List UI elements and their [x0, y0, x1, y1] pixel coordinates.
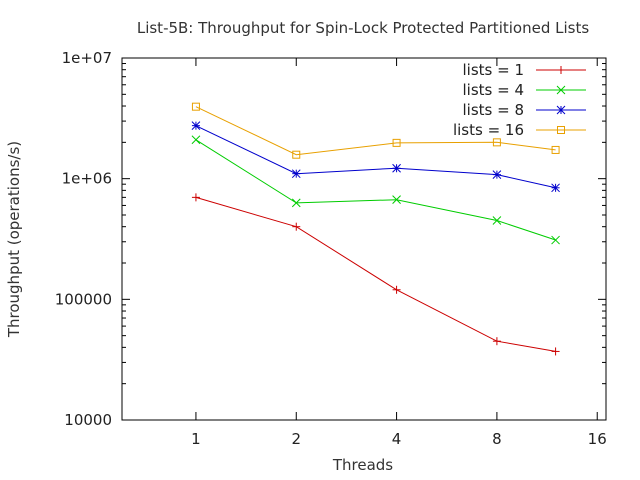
legend-label: lists = 1 [463, 61, 525, 79]
marker-plus [557, 66, 565, 74]
marker-star [551, 183, 560, 193]
series-3 [191, 102, 560, 159]
marker-plus [492, 337, 501, 346]
marker-cross [392, 195, 401, 205]
y-axis-label: Throughput (operations/s) [5, 141, 23, 338]
series-2 [191, 121, 560, 193]
y-tick-label: 1e+06 [62, 170, 112, 188]
marker-square [392, 138, 401, 147]
plot-frame [121, 57, 607, 421]
marker-square [551, 145, 560, 154]
marker-star [492, 170, 502, 179]
legend-label: lists = 8 [463, 101, 525, 119]
legend-label: lists = 16 [453, 121, 524, 139]
legend-entry: lists = 8 [463, 101, 586, 119]
marker-star [291, 169, 301, 179]
marker-star [556, 105, 566, 115]
marker-star [392, 163, 401, 173]
legend-entry: lists = 4 [463, 81, 586, 99]
legend-entry: lists = 1 [463, 61, 586, 79]
marker-square [292, 150, 301, 159]
series-line [195, 106, 556, 156]
marker-plus [191, 193, 200, 202]
marker-cross [291, 198, 301, 208]
marker-square [557, 126, 565, 134]
marker-square [191, 102, 200, 111]
x-tick-label: 1 [191, 430, 201, 448]
x-tick-label: 2 [291, 430, 301, 448]
x-tick-label: 4 [392, 430, 402, 448]
chart-title: List-5B: Throughput for Spin-Lock Protec… [137, 19, 589, 37]
series-line [195, 196, 556, 352]
x-axis: 1 2 4 8 16 [191, 58, 607, 448]
marker-plus [551, 347, 560, 356]
y-tick-label: 10000 [64, 411, 112, 429]
marker-star [191, 121, 201, 131]
x-tick-label: 8 [492, 430, 502, 448]
marker-plus [292, 222, 301, 231]
legend: lists = 1 lists = 4 lists = 8 lists = 16 [453, 61, 586, 139]
y-axis: 10000 100000 1e+06 1e+07 [55, 49, 606, 429]
legend-label: lists = 4 [463, 81, 525, 99]
series-1 [191, 135, 560, 245]
y-tick-label: 100000 [55, 290, 112, 308]
marker-cross [551, 235, 560, 245]
series-0 [191, 193, 560, 356]
x-axis-label: Threads [332, 456, 393, 474]
y-tick-label: 1e+07 [62, 49, 112, 67]
series-line [195, 139, 556, 241]
marker-plus [392, 285, 401, 294]
marker-cross [191, 135, 201, 145]
marker-cross [492, 216, 502, 225]
marker-cross [556, 85, 566, 95]
legend-entry: lists = 16 [453, 121, 586, 139]
x-tick-label: 16 [588, 430, 607, 448]
series-layer [191, 102, 560, 356]
marker-square [492, 138, 501, 147]
